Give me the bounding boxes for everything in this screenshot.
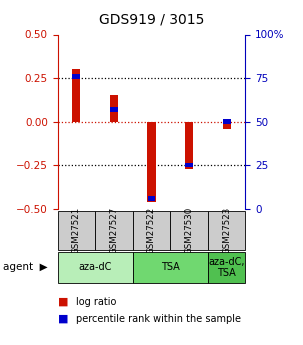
Text: GDS919 / 3015: GDS919 / 3015 — [99, 12, 204, 26]
Text: aza-dC,
TSA: aza-dC, TSA — [208, 257, 245, 278]
FancyBboxPatch shape — [133, 211, 170, 250]
Text: GSM27527: GSM27527 — [109, 207, 118, 254]
Bar — [185, 122, 193, 169]
Text: GSM27530: GSM27530 — [185, 207, 194, 254]
Text: log ratio: log ratio — [76, 297, 116, 307]
FancyBboxPatch shape — [170, 211, 208, 250]
Bar — [72, 69, 81, 122]
Text: percentile rank within the sample: percentile rank within the sample — [76, 314, 241, 324]
Text: GSM27521: GSM27521 — [72, 207, 81, 254]
FancyBboxPatch shape — [208, 252, 245, 283]
Text: ■: ■ — [58, 314, 68, 324]
Text: GSM27522: GSM27522 — [147, 207, 156, 254]
Bar — [148, 196, 155, 200]
FancyBboxPatch shape — [133, 252, 208, 283]
FancyBboxPatch shape — [58, 211, 95, 250]
Text: TSA: TSA — [161, 263, 180, 272]
FancyBboxPatch shape — [95, 211, 133, 250]
Bar — [147, 122, 156, 202]
Bar — [223, 119, 231, 124]
FancyBboxPatch shape — [208, 211, 245, 250]
Text: GSM27523: GSM27523 — [222, 207, 231, 254]
Bar — [110, 107, 118, 112]
Text: aza-dC: aza-dC — [78, 263, 112, 272]
Text: agent  ▶: agent ▶ — [3, 263, 48, 272]
FancyBboxPatch shape — [58, 252, 133, 283]
Bar — [110, 96, 118, 122]
Bar — [222, 122, 231, 129]
Text: ■: ■ — [58, 297, 68, 307]
Bar — [72, 74, 80, 79]
Bar — [185, 163, 193, 167]
